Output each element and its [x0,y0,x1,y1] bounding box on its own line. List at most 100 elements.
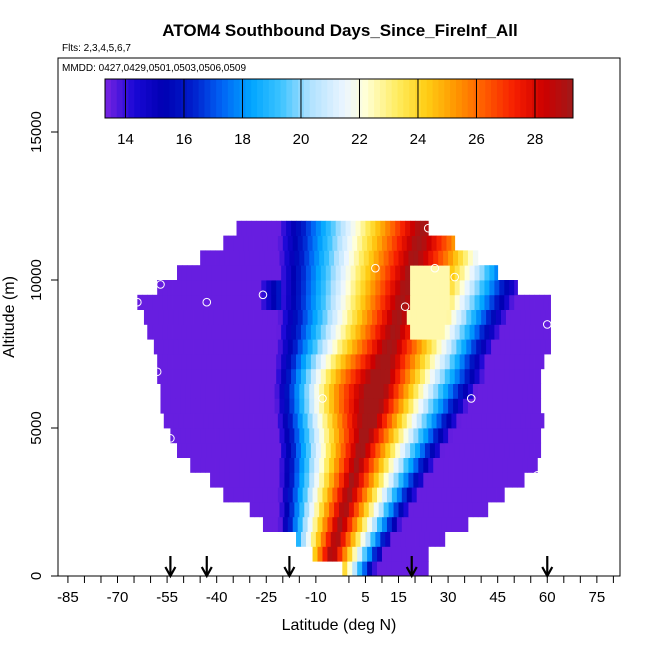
heatmap-cell [421,413,428,429]
heatmap-cell [157,354,163,370]
heatmap-cell [299,472,305,488]
heatmap-cell [271,324,277,340]
heatmap-cell [391,309,398,325]
heatmap-cell [415,354,421,370]
heatmap-cell [246,368,252,384]
colorbar-swatch [222,79,229,118]
heatmap-cell [443,428,449,444]
heatmap-cell [438,472,444,488]
colorbar-swatch [526,79,533,118]
heatmap-cell [266,280,272,296]
heatmap-cell [418,250,424,266]
heatmap-cell [512,398,518,414]
colorbar-swatch [163,79,170,118]
heatmap-cell [467,457,474,473]
heatmap-cell [219,398,226,414]
heatmap-cell [236,220,242,236]
heatmap-cell [462,398,469,414]
heatmap-cell [530,309,537,325]
heatmap-cell [168,339,175,355]
heatmap-cell [444,280,451,296]
heatmap-cell [451,309,457,325]
heatmap-cell [330,442,337,458]
heatmap-cell [173,309,180,325]
heatmap-cell [367,339,373,355]
heatmap-cell [358,383,365,399]
heatmap-cell [444,368,451,384]
heatmap-cell [499,294,505,310]
heatmap-cell [471,309,477,325]
heatmap-cell [398,428,404,444]
heatmap-cell [177,265,183,281]
heatmap-cell [390,220,396,236]
heatmap-cell [355,531,361,547]
heatmap-cell [340,324,347,340]
heatmap-cell [216,265,223,281]
colorbar-swatch [251,79,258,118]
heatmap-cell [396,487,403,503]
heatmap-cell [253,413,259,429]
heatmap-cell [172,280,178,296]
heatmap-cell [178,413,185,429]
heatmap-cell [540,339,547,355]
heatmap-cell [309,383,315,399]
heatmap-cell [368,428,375,444]
heatmap-cell [142,294,148,310]
colorbar-swatch [420,79,428,118]
heatmap-cell [496,309,502,325]
heatmap-cell [296,280,302,296]
y-axis-label: Altitude (m) [1,276,18,358]
heatmap-cell [345,368,351,384]
heatmap-cell [315,294,322,310]
heatmap-cell [228,413,234,429]
heatmap-cell [347,235,353,251]
heatmap-cell [512,428,518,444]
heatmap-cell [439,265,446,281]
profile-point [156,280,165,289]
heatmap-cell [372,516,378,532]
heatmap-cell [261,265,267,281]
heatmap-cell [393,428,399,444]
heatmap-cell [343,472,350,488]
heatmap-cell [329,428,335,444]
heatmap-cell [454,368,461,384]
heatmap-cell [514,280,518,296]
heatmap-cell [266,442,272,458]
heatmap-cell [271,442,277,458]
heatmap-cell [258,309,264,325]
heatmap-cell [456,309,462,325]
heatmap-cell [411,487,418,503]
heatmap-cell [231,354,237,370]
heatmap-cell [444,294,451,310]
heatmap-cell [243,413,249,429]
heatmap-cell [428,472,434,488]
heatmap-cell [377,487,383,503]
heatmap-cell [236,354,242,370]
axes: -85 -70 -55 -40 -25 -10 5 15 30 45 60 7505000100001… [28,111,614,606]
colorbar-swatch [110,79,118,118]
heatmap-cell [246,280,252,296]
heatmap-cell [191,280,198,296]
heatmap-cell [352,516,358,532]
colorbar-swatch [227,79,235,118]
heatmap-cell [165,398,171,414]
heatmap-cell [489,280,495,296]
heatmap-cell [539,354,545,370]
heatmap-cell [360,265,366,281]
colorbar-tick-label: 18 [234,131,251,148]
heatmap-cell [302,309,308,325]
colorbar-tick-label: 28 [527,131,544,148]
heatmap-cell [368,398,375,414]
heatmap-cell [411,309,418,325]
heatmap-cell [439,294,446,310]
heatmap-cell [357,309,363,325]
heatmap-cell [474,442,480,458]
heatmap-cell [358,428,365,444]
heatmap-cell [201,265,208,281]
heatmap-cell [474,354,480,370]
heatmap-cell [286,265,292,281]
heatmap-cell [537,398,542,414]
heatmap-cell [294,457,300,473]
heatmap-cell [449,294,456,310]
heatmap-cell [416,487,423,503]
